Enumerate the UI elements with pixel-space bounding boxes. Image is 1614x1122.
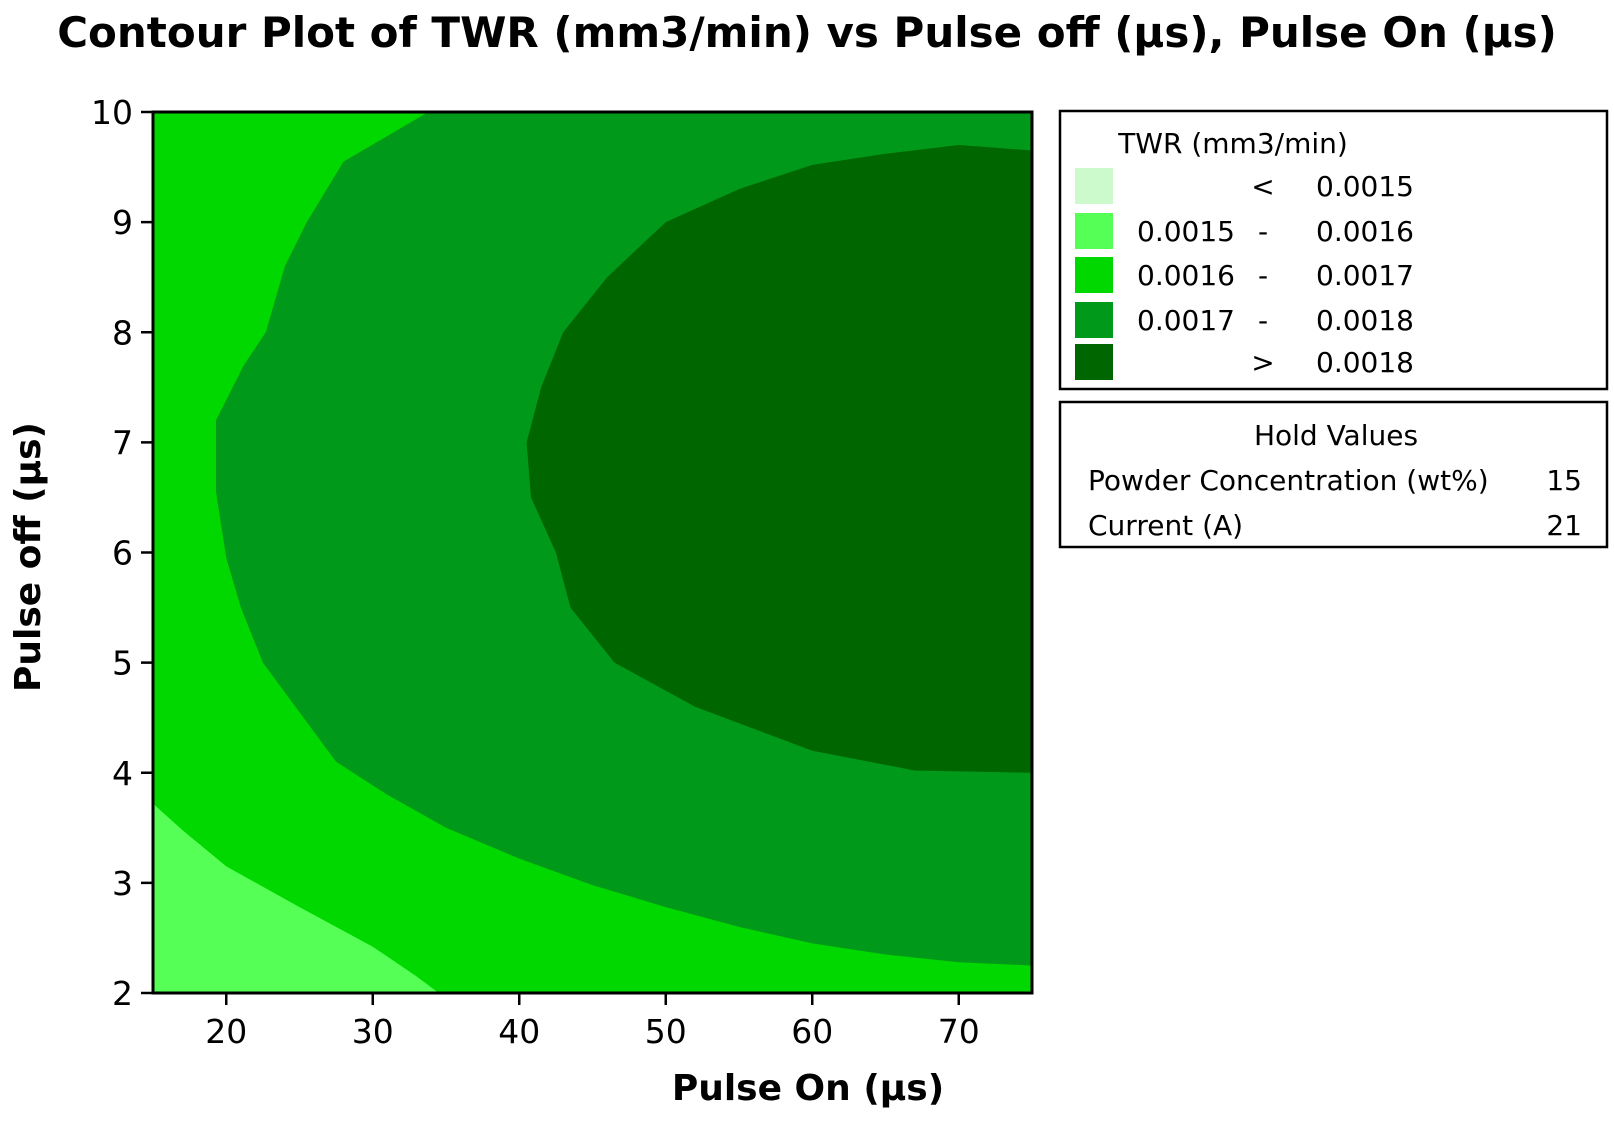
y-tick-label: 7 — [112, 423, 133, 462]
legend-upper: 0.0015 — [1316, 170, 1414, 203]
x-tick-label: 40 — [498, 1012, 540, 1051]
y-tick-label: 6 — [112, 534, 133, 573]
x-tick-label: 60 — [791, 1012, 833, 1051]
y-axis: 2 3 4 5 6 7 8 9 10 — [91, 93, 153, 1013]
legend-operator: - — [1258, 215, 1268, 248]
hold-values-title: Hold Values — [1254, 419, 1418, 452]
legend-swatch — [1075, 257, 1113, 293]
y-tick-label: 3 — [112, 864, 133, 903]
legend-upper: 0.0016 — [1316, 215, 1414, 248]
y-tick-label: 2 — [112, 974, 133, 1013]
x-tick-label: 30 — [352, 1012, 394, 1051]
legend-lower: 0.0016 — [1137, 259, 1235, 292]
hold-value: 15 — [1546, 464, 1582, 497]
x-axis-title: Pulse On (μs) — [672, 1068, 944, 1109]
y-tick-label: 9 — [112, 203, 133, 242]
legend-box — [1058, 109, 1609, 391]
legend-swatch — [1075, 344, 1113, 380]
hold-values-box — [1058, 400, 1609, 549]
legend-operator: - — [1258, 259, 1268, 292]
legend-lower: 0.0017 — [1137, 304, 1235, 337]
x-tick-label: 70 — [938, 1012, 980, 1051]
legend-swatch — [1075, 302, 1113, 338]
legend-upper: 0.0017 — [1316, 259, 1414, 292]
hold-value-label: Current (A) — [1088, 509, 1243, 542]
legend-operator: > — [1251, 346, 1274, 379]
hold-value-label: Powder Concentration (wt%) — [1088, 464, 1489, 497]
legend-operator: - — [1258, 304, 1268, 337]
x-axis: 20 30 40 50 60 70 — [205, 993, 980, 1051]
chart-title: Contour Plot of TWR (mm3/min) vs Pulse o… — [57, 8, 1557, 57]
legend-lower: 0.0015 — [1137, 215, 1235, 248]
legend: TWR (mm3/min) <0.00150.0015-0.00160.0016… — [1058, 109, 1609, 391]
y-axis-title: Pulse off (μs) — [8, 422, 49, 692]
legend-upper: 0.0018 — [1316, 346, 1414, 379]
plot-area — [151, 110, 1034, 995]
contour-region-gt-0.0018 — [526, 145, 1032, 773]
y-tick-label: 5 — [112, 644, 133, 683]
legend-upper: 0.0018 — [1316, 304, 1414, 337]
legend-swatch — [1075, 168, 1113, 204]
x-tick-label: 20 — [205, 1012, 247, 1051]
contour-region-0.0015-0.0016 — [153, 803, 439, 993]
legend-swatch — [1075, 213, 1113, 249]
y-tick-label: 8 — [112, 313, 133, 352]
x-tick-label: 50 — [645, 1012, 687, 1051]
legend-operator: < — [1251, 170, 1274, 203]
legend-entries: <0.00150.0015-0.00160.0016-0.00170.0017-… — [1075, 168, 1414, 380]
hold-value: 21 — [1546, 509, 1582, 542]
y-tick-label: 10 — [91, 93, 133, 132]
hold-values-panel: Hold Values Powder Concentration (wt%) 1… — [1058, 400, 1609, 549]
y-tick-label: 4 — [112, 754, 133, 793]
legend-title: TWR (mm3/min) — [1117, 127, 1348, 160]
